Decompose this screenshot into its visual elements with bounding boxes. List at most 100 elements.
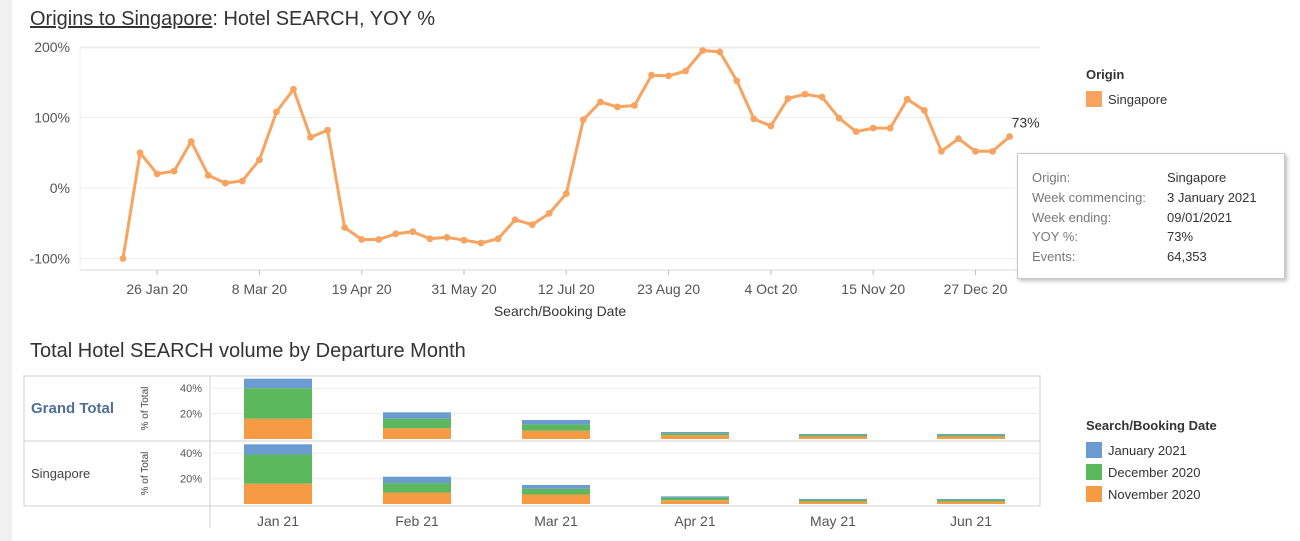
data-point: [665, 72, 672, 80]
y-tick-label: 20%: [180, 474, 202, 486]
data-point: [903, 95, 911, 103]
data-point: [443, 233, 451, 241]
data-point: [273, 108, 280, 116]
legend-item-january-2021[interactable]: January 2021: [1086, 439, 1217, 461]
row-label-grand-total: Grand Total: [31, 400, 114, 417]
data-point: [801, 90, 809, 98]
y-tick-label: -100%: [30, 251, 70, 267]
data-point: [545, 209, 553, 217]
data-point: [1006, 133, 1013, 140]
bar-segment: [383, 418, 451, 429]
legend-item-singapore[interactable]: Singapore: [1086, 88, 1167, 110]
data-point: [767, 122, 775, 130]
data-point: [221, 179, 229, 187]
data-point: [597, 98, 604, 106]
data-point: [852, 128, 860, 136]
data-point: [187, 138, 195, 145]
y-tick-label: 200%: [34, 39, 70, 55]
legend-label-singapore: Singapore: [1108, 91, 1168, 107]
bar-segment: [522, 430, 590, 439]
data-point: [324, 126, 331, 134]
legend-item-december-2020[interactable]: December 2020: [1086, 461, 1217, 483]
tooltip-row: Events: 64,353: [1032, 249, 1284, 269]
data-point: [494, 235, 502, 243]
x-axis-title: Search/Booking Date: [494, 303, 627, 319]
origin-legend: Origin Singapore: [1086, 67, 1167, 110]
data-point: [989, 147, 996, 155]
data-point: [341, 224, 349, 231]
date-legend: Search/Booking Date January 2021 Decembe…: [1086, 418, 1217, 505]
data-point: [955, 135, 962, 143]
tooltip-value: 64,353: [1167, 249, 1207, 265]
x-tick-label: May 21: [810, 513, 856, 529]
origins-link[interactable]: Origins to Singapore: [30, 8, 213, 30]
x-tick-label: 23 Aug 20: [637, 281, 700, 297]
data-point: [460, 236, 468, 244]
bar-segment: [799, 436, 867, 439]
data-point: [682, 67, 690, 75]
data-point: [818, 93, 826, 101]
date-legend-title: Search/Booking Date: [1086, 418, 1217, 433]
y-tick-label: 40%: [180, 448, 202, 460]
y-tick-label: 100%: [34, 110, 70, 126]
legend-item-november-2020[interactable]: November 2020: [1086, 483, 1217, 505]
x-tick-label: 4 Oct 20: [744, 281, 797, 297]
legend-label-december-2020: December 2020: [1108, 464, 1201, 480]
data-point: [307, 133, 314, 141]
tooltip-key: Week ending:: [1032, 209, 1112, 225]
data-point: [204, 171, 212, 179]
tooltip-key: Week commencing:: [1032, 189, 1146, 205]
data-point: [153, 170, 161, 178]
x-tick-label: Feb 21: [395, 513, 439, 529]
data-point: [614, 103, 621, 111]
bar-segment: [661, 497, 729, 501]
data-point: [528, 221, 536, 229]
bar-segment: [244, 418, 312, 439]
x-tick-label: 27 Dec 20: [944, 281, 1008, 297]
data-point: [136, 149, 144, 157]
bar-segment: [937, 501, 1005, 504]
data-point: [562, 190, 570, 198]
x-tick-label: Mar 21: [534, 513, 578, 529]
bar-segment: [937, 433, 1005, 435]
data-point: [920, 107, 928, 114]
bar-segment: [522, 419, 590, 425]
bar-segment: [799, 498, 867, 500]
tooltip-value: 3 January 2021: [1167, 189, 1257, 205]
data-point: [869, 124, 877, 132]
tooltip-value: 09/01/2021: [1167, 209, 1233, 225]
bar-segment: [799, 433, 867, 435]
data-point: [938, 147, 945, 155]
bar-segment: [799, 499, 867, 502]
data-point: [426, 235, 434, 243]
bar-segment: [799, 434, 867, 437]
bar-segment: [244, 388, 312, 419]
data-point: [477, 239, 485, 247]
data-point: [733, 77, 741, 85]
x-tick-label: 31 May 20: [431, 281, 497, 297]
tooltip-key: Origin:: [1032, 170, 1071, 185]
bar-segment: [244, 483, 312, 504]
y-axis-title: % of Total: [140, 387, 151, 431]
data-point: [835, 114, 843, 122]
bar-segment: [661, 435, 729, 439]
data-point: [358, 236, 366, 243]
tooltip-row: YOY %: 73%: [1032, 229, 1284, 249]
data-point: [750, 115, 758, 123]
line-chart-title: Origins to Singapore: Hotel SEARCH, YOY …: [30, 8, 435, 31]
bar-segment: [383, 428, 451, 439]
yoy-line-chart: 200% 100% 0% -100% 26 Jan 20 8 Mar 20 19 Apr 2…: [30, 39, 1040, 319]
left-margin-strip: [0, 0, 12, 541]
data-point: [256, 156, 263, 164]
data-point: [784, 95, 792, 102]
y-axis-title: % of Total: [140, 452, 151, 496]
x-tick-label: Jan 21: [257, 513, 299, 529]
x-tick-label: 12 Jul 20: [538, 281, 595, 297]
bar-segment: [383, 412, 451, 419]
data-point: [631, 102, 638, 109]
bar-segment: [661, 496, 729, 498]
data-point: [699, 47, 707, 54]
x-tick-label: Jun 21: [950, 513, 992, 529]
data-point: [290, 85, 297, 93]
